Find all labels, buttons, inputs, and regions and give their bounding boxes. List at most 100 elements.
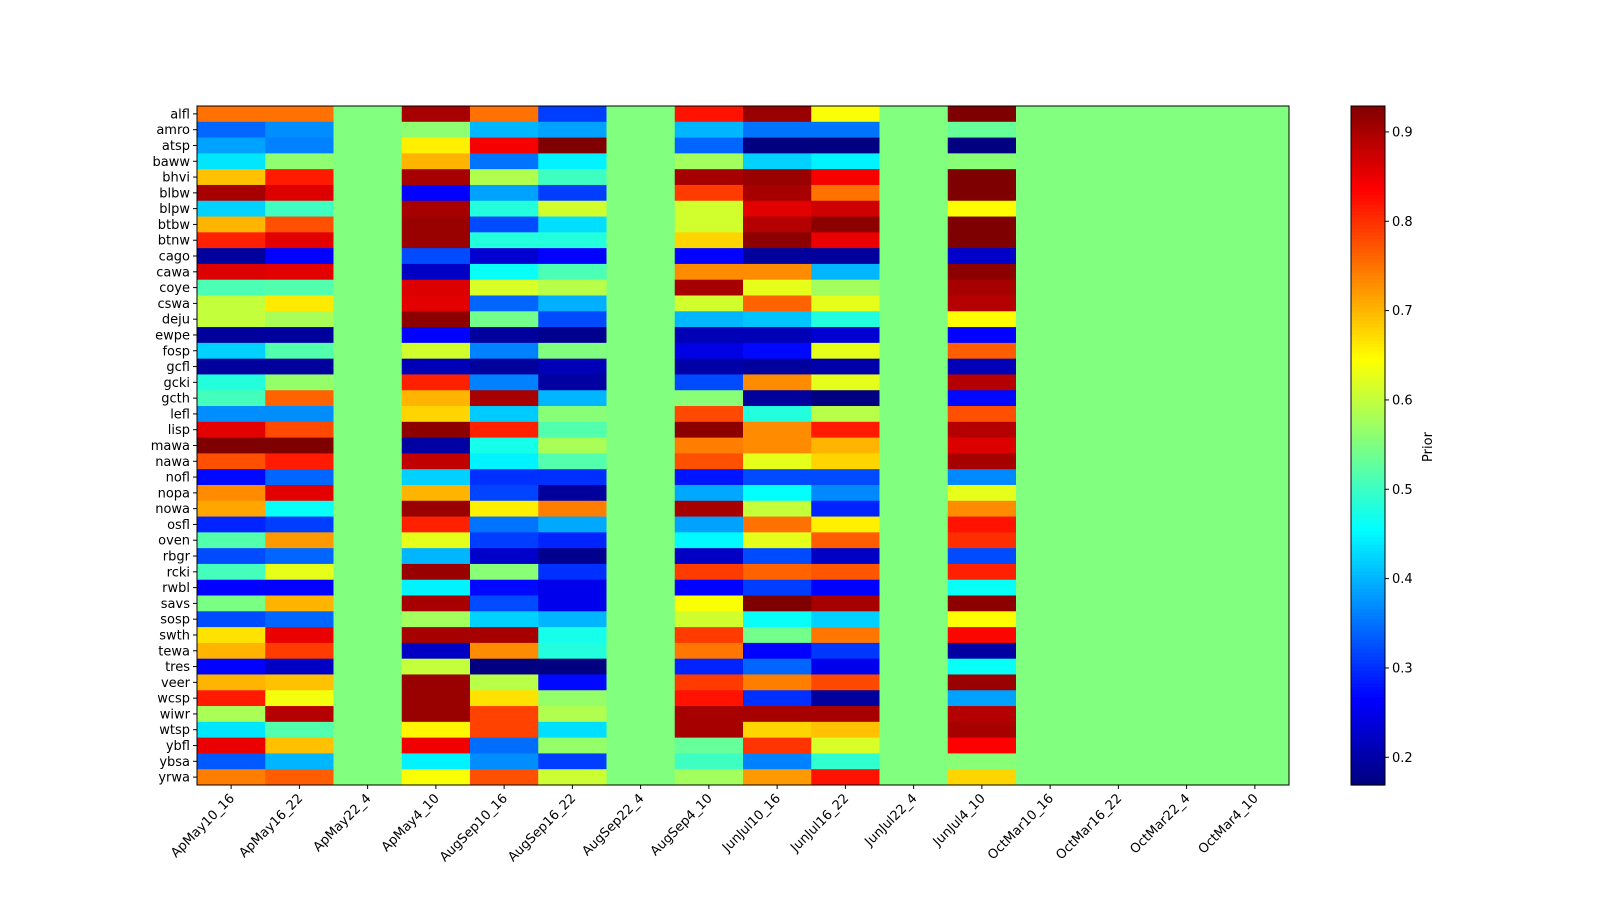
heatmap-cell [1220, 706, 1290, 723]
heatmap-cell [265, 200, 334, 218]
heatmap-cell [401, 169, 471, 186]
heatmap-cell [470, 232, 539, 249]
heatmap-cell [538, 469, 607, 486]
heatmap-cell [1084, 737, 1153, 754]
colorbar-segment [1351, 448, 1385, 453]
heatmap-cell [674, 279, 744, 296]
heatmap-cell [674, 627, 744, 644]
heatmap-cell [606, 327, 676, 344]
heatmap-cell [1220, 753, 1290, 770]
heatmap-cell [265, 184, 334, 202]
heatmap-cell [811, 342, 880, 360]
colorbar-segment [1351, 268, 1385, 273]
heatmap-cell [1016, 706, 1085, 723]
heatmap-cell [470, 563, 539, 581]
colorbar-segment [1351, 493, 1385, 498]
heatmap-cell [1084, 169, 1153, 186]
heatmap-cell [197, 279, 266, 296]
colorbar-segment [1351, 370, 1385, 375]
colorbar-segment [1351, 489, 1385, 494]
colorbar-segment [1351, 472, 1385, 477]
heatmap-cell [333, 769, 403, 786]
heatmap-cell [470, 311, 539, 328]
colorbar-segment [1351, 771, 1385, 776]
heatmap-cell [333, 500, 403, 518]
heatmap-cell [1152, 500, 1222, 518]
heatmap-cell [879, 690, 949, 707]
heatmap-cell [811, 358, 880, 375]
heatmap-cell [265, 563, 334, 581]
heatmap-cell [811, 437, 880, 454]
heatmap-cell [879, 311, 949, 328]
heatmap-cell [401, 121, 471, 139]
heatmap-cell [197, 769, 266, 786]
heatmap-cell [1016, 595, 1085, 612]
colorbar-segment [1351, 526, 1385, 531]
heatmap-cell [265, 421, 334, 439]
heatmap-cell [333, 295, 403, 312]
heatmap-cell [333, 374, 403, 391]
colorbar-segment [1351, 160, 1385, 165]
heatmap-cell [1016, 153, 1085, 170]
y-tick-label: cswa [157, 297, 190, 312]
colorbar-segment [1351, 255, 1385, 260]
y-tick-label: blpw [159, 202, 190, 217]
heatmap-cell [265, 311, 334, 328]
heatmap-cell [606, 611, 676, 628]
heatmap-cell [265, 500, 334, 518]
heatmap-cell [674, 342, 744, 360]
heatmap-cell [197, 200, 266, 218]
heatmap-cell [470, 611, 539, 628]
heatmap-cell [538, 374, 607, 391]
colorbar-segment [1351, 421, 1385, 426]
heatmap-cell [265, 106, 334, 123]
colorbar-segment [1351, 150, 1385, 155]
heatmap-cell [1152, 469, 1222, 486]
heatmap-cell [674, 184, 744, 202]
heatmap-cell [743, 279, 812, 296]
heatmap-cell [606, 642, 676, 660]
colorbar-segment [1351, 554, 1385, 559]
heatmap-cell [265, 674, 334, 691]
colorbar-tick-label: 0.9 [1392, 125, 1413, 140]
heatmap-cell [1152, 690, 1222, 707]
heatmap-cell [743, 106, 812, 123]
heatmap-cell [1220, 453, 1290, 470]
colorbar-segment [1351, 706, 1385, 711]
heatmap-cell [401, 184, 471, 202]
heatmap-cell [333, 153, 403, 170]
y-tick-label: oven [158, 534, 190, 549]
heatmap-cell [1220, 390, 1290, 407]
heatmap-cell [265, 295, 334, 312]
heatmap-cell [1084, 532, 1153, 549]
heatmap-cell [197, 327, 266, 344]
heatmap-cell [1220, 532, 1290, 549]
colorbar-segment [1351, 218, 1385, 223]
x-tick-label: JunJul22_4 [862, 791, 921, 850]
heatmap-cell [470, 516, 539, 533]
heatmap-cell [333, 737, 403, 754]
y-tick-label: sosp [160, 613, 190, 628]
heatmap-cell [1152, 248, 1222, 265]
y-tick-label: swth [159, 628, 190, 643]
colorbar-segment [1351, 639, 1385, 644]
heatmap-cell [538, 311, 607, 328]
heatmap-cell [265, 579, 334, 597]
heatmap-cell [743, 658, 812, 675]
heatmap-cell [879, 358, 949, 375]
heatmap-cell [1220, 327, 1290, 344]
heatmap-cell [197, 737, 266, 754]
colorbar-tick-label: 0.3 [1392, 661, 1413, 676]
heatmap-cell [333, 263, 403, 281]
heatmap-cell [674, 406, 744, 423]
colorbar-segment [1351, 455, 1385, 460]
heatmap-cell [811, 121, 880, 139]
heatmap-cell [1084, 295, 1153, 312]
heatmap-cell [811, 532, 880, 549]
heatmap-cell [879, 153, 949, 170]
heatmap-cell [538, 737, 607, 754]
heatmap-cell [674, 390, 744, 407]
heatmap-cell [470, 690, 539, 707]
heatmap-cell [606, 532, 676, 549]
